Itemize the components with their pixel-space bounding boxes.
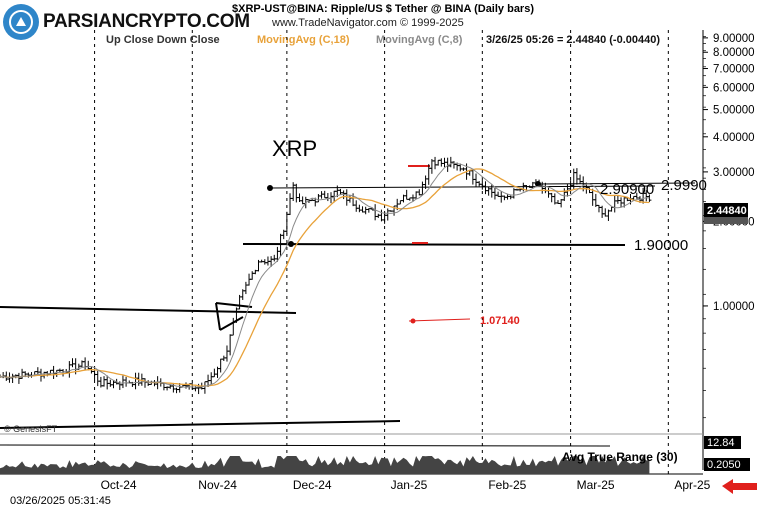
ohlc-bars <box>0 156 652 395</box>
logo-icon <box>3 4 39 40</box>
support-anchor-dot <box>288 241 294 247</box>
ma-price-tag <box>704 217 748 224</box>
high-line <box>537 182 696 185</box>
y-tick-label: 8.00000 <box>713 47 755 59</box>
legend-ma8: MovingAvg (C,8) <box>376 34 463 46</box>
low-marker-label: 1.07140 <box>480 315 520 327</box>
symbol-label: XRP <box>272 136 317 161</box>
x-tick-label: Feb-25 <box>488 478 526 492</box>
atr-top-value: 12.84 <box>707 437 735 449</box>
scroll-left-arrow-icon[interactable] <box>722 479 757 494</box>
flag-bottom-line <box>219 316 244 331</box>
atr-histogram <box>0 456 650 474</box>
support-label: 1.90000 <box>634 237 688 254</box>
atr-last-value: 0.2050 <box>707 459 741 471</box>
chart-title: $XRP-UST@BINA: Ripple/US $ Tether @ BINA… <box>232 3 534 15</box>
logo: PARSIANCRYPTO.COM <box>3 4 250 40</box>
legend-up-down: Up Close Down Close <box>106 34 220 46</box>
y-tick-label: 1.00000 <box>713 301 755 313</box>
x-tick-label: Jan-25 <box>391 478 428 492</box>
legend-ma18: MovingAvg (C,18) <box>257 34 350 46</box>
x-tick-label: Dec-24 <box>293 478 332 492</box>
y-tick-label: 7.00000 <box>713 64 755 76</box>
timestamp: 03/26/2025 05:31:45 <box>10 495 111 507</box>
lower-trendline <box>0 420 401 429</box>
atr-last-tag <box>704 458 750 471</box>
month-gridlines <box>94 30 669 474</box>
atr-line <box>0 444 611 447</box>
atr-top-tag <box>704 436 741 449</box>
support-line <box>242 243 626 246</box>
flag-top-line <box>215 302 253 308</box>
time-axis-ticks: Oct-24 Nov-24 Dec-24 Jan-25 Feb-25 Mar-25 Apr-… <box>101 478 711 492</box>
resistance-line <box>269 185 656 189</box>
price-axis-ticks: 9.00000 8.00000 7.00000 6.00000 5.00000 4.000… <box>703 33 755 419</box>
x-tick-label: Oct-24 <box>101 478 137 492</box>
y-tick-label: 4.00000 <box>713 132 755 144</box>
resistance-anchor-dot <box>267 185 273 191</box>
y-tick-label: 3.00000 <box>713 167 755 179</box>
resistance-label: 2.90900 <box>600 181 654 198</box>
ma18-line <box>0 168 650 387</box>
ma8-line <box>0 162 650 388</box>
y-tick-label: 9.00000 <box>713 33 755 45</box>
atr-label: Avg True Range (30) <box>562 450 678 464</box>
last-price-tag <box>704 203 748 217</box>
flag-left-line <box>215 302 221 331</box>
x-tick-label: Mar-25 <box>577 478 615 492</box>
last-quote: 3/26/25 05:26 = 2.44840 (-0.00440) <box>486 34 660 46</box>
x-tick-label: Nov-24 <box>198 478 237 492</box>
low-red-marker-dot <box>410 318 416 324</box>
y-tick-label: 6.00000 <box>713 82 755 94</box>
logo-text: PARSIANCRYPTO.COM <box>43 11 250 32</box>
copyright-text: www.TradeNavigator.com © 1999-2025 <box>271 17 464 29</box>
high-label: 2.9990 <box>661 177 707 194</box>
watermark: © GenesisFT <box>4 424 58 434</box>
last-price-tag-text: 2.44840 <box>707 205 747 217</box>
x-tick-label: Apr-25 <box>674 478 710 492</box>
low-red-marker-line <box>408 318 471 322</box>
y-tick-label: 5.00000 <box>713 105 755 117</box>
